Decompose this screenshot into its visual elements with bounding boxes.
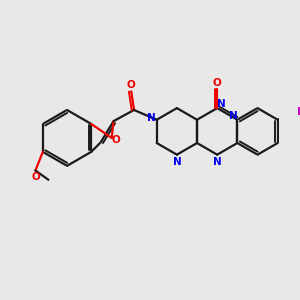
Text: O: O — [112, 135, 121, 145]
Text: N: N — [229, 111, 238, 121]
Text: N: N — [213, 157, 222, 167]
Text: N: N — [217, 99, 225, 110]
Text: N: N — [147, 113, 155, 123]
Text: N: N — [172, 157, 181, 167]
Text: F: F — [297, 107, 300, 117]
Text: O: O — [213, 78, 222, 88]
Text: O: O — [31, 172, 40, 182]
Text: O: O — [127, 80, 136, 90]
